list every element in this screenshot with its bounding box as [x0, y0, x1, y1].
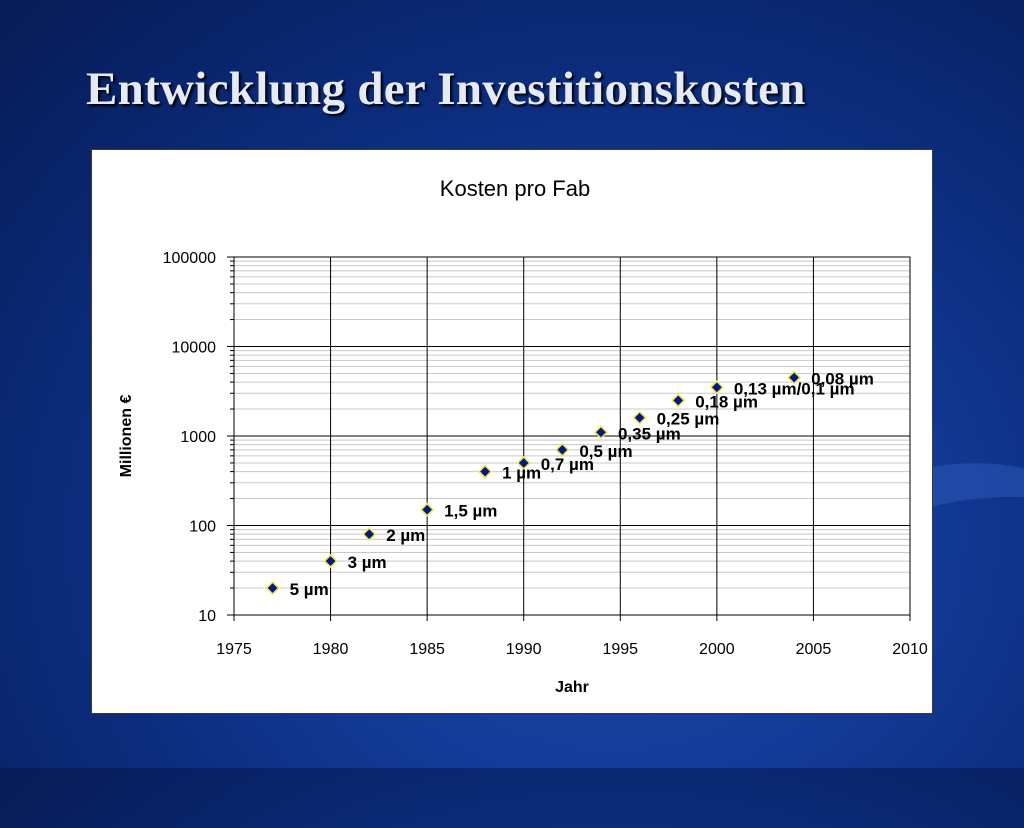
data-label: 5 µm [290, 580, 329, 599]
data-point [265, 580, 280, 596]
x-tick-label: 2010 [892, 641, 928, 658]
x-axis-title: Jahr [555, 679, 589, 696]
plot-area [233, 256, 911, 616]
data-label: 0,18 µm [695, 392, 758, 411]
data-label: 0,35 µm [618, 424, 681, 443]
x-tick-label: 1975 [216, 641, 252, 658]
data-points [265, 370, 802, 596]
data-point [477, 464, 493, 479]
data-label: 1 µm [502, 464, 541, 483]
data-label: 0,7 µm [541, 455, 594, 474]
data-point [555, 442, 570, 457]
y-tick-label: 100 [189, 519, 216, 536]
data-label: 0,08 µm [811, 370, 874, 389]
y-axis-title: Millionen € [118, 395, 135, 478]
x-tick-label: 1985 [409, 641, 445, 658]
data-label: 0,5 µm [579, 442, 632, 461]
data-point [671, 393, 686, 408]
data-label: 0,25 µm [657, 410, 720, 429]
x-tick-labels: 1975 1980 1985 1990 1995 2000 2005 2010 [216, 641, 928, 658]
data-label: 1,5 µm [444, 502, 497, 521]
y-tick-label: 10000 [172, 340, 217, 357]
data-point [323, 553, 338, 569]
data-point [632, 410, 647, 425]
data-point [362, 527, 377, 542]
data-point [420, 502, 435, 517]
x-tick-label: 2000 [699, 641, 735, 658]
minor-gridlines [230, 260, 910, 589]
y-tick-label: 1000 [180, 429, 216, 446]
data-point [786, 370, 802, 385]
x-tick-label: 2005 [796, 641, 832, 658]
data-label: 3 µm [348, 553, 387, 572]
y-tick-label: 100000 [163, 250, 216, 267]
data-point [516, 455, 531, 471]
x-tick-label: 1990 [506, 641, 542, 658]
data-label: 0,13 µm/0,1 µm [734, 379, 855, 398]
x-tick-label: 1980 [313, 641, 349, 658]
y-tick-label: 10 [198, 608, 216, 625]
slide-title: Entwicklung der Investitionskosten [86, 63, 806, 115]
data-label: 2 µm [386, 526, 425, 545]
x-tick-label: 1995 [602, 641, 638, 658]
data-labels: 5 µm 3 µm 2 µm 1,5 µm 1 µm 0,7 µm0,5 µm0,35 µ… [290, 370, 874, 600]
data-point [709, 380, 724, 395]
chart-title: Kosten pro Fab [440, 176, 590, 201]
chart-panel: 10 100 1000 10000 100000 1975 1980 1985 1990 199… [91, 149, 933, 714]
chart: 10 100 1000 10000 100000 1975 1980 1985 1990 199… [118, 176, 928, 696]
y-tick-labels: 10 100 1000 10000 100000 [163, 250, 216, 625]
data-point [593, 425, 609, 440]
